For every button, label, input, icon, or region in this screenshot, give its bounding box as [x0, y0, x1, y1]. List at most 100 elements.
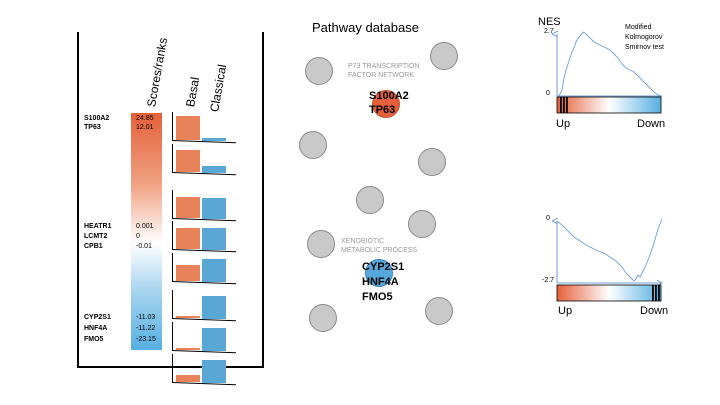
xeno-pathway-label-line1: XENOBIOTIC [341, 238, 385, 245]
expression-bar-row [171, 290, 236, 322]
expression-bar-row [171, 253, 236, 285]
bottom-enrichment-curve [556, 218, 663, 282]
gene-name-heatr1: HEATR1 [84, 223, 112, 230]
top-rank-gradient-bar [556, 96, 662, 114]
header-classical: Classical [207, 63, 230, 113]
expression-bar-row [171, 112, 236, 144]
pathway-node [425, 297, 453, 325]
xeno-pathway-label-line2: METABOLIC PROCESS [341, 247, 418, 254]
bar-row-y-axis [172, 253, 173, 281]
basal-bar [176, 375, 200, 382]
pathway-node [408, 210, 436, 238]
xeno-gene-hnf4a: HNF4A [362, 276, 399, 288]
gene-name-s100a2: S100A2 [84, 115, 110, 122]
gene-score-lcmt2: 0 [136, 233, 140, 240]
basal-bar [176, 228, 200, 249]
pathway-node [418, 148, 446, 176]
header-scores-ranks: Scores/ranks [144, 36, 171, 108]
expression-bar-row [171, 144, 236, 176]
pathway-title: Pathway database [312, 20, 419, 35]
left-panel-border-right [262, 32, 264, 368]
bar-row-y-axis [172, 354, 173, 382]
gene-score-cyp2s1: -11.03 [136, 314, 156, 321]
bar-row-y-axis [172, 112, 173, 140]
classical-bar [202, 296, 226, 319]
p73-gene-tp63: TP63 [369, 104, 396, 116]
gene-name-cyp2s1: CYP2S1 [84, 314, 111, 321]
ks-annotation-line3: Smirnov test [625, 44, 664, 51]
pathway-node [299, 131, 327, 159]
basal-bar [176, 150, 200, 172]
pathway-node [305, 57, 333, 85]
gene-name-hnf4a: HNF4A [84, 325, 108, 332]
expression-bar-row [171, 221, 236, 253]
classical-bar [202, 328, 226, 351]
basal-bar [176, 265, 200, 281]
classical-bar [202, 228, 226, 250]
expression-bar-row [171, 322, 236, 354]
basal-bar [176, 316, 200, 318]
bar-row-y-axis [172, 190, 173, 218]
basal-bar [176, 197, 200, 218]
bar-row-y-axis [172, 322, 173, 350]
gene-name-tp63: TP63 [84, 124, 101, 131]
top-enrichment-curve [558, 31, 663, 97]
top-hit-mark [560, 97, 562, 113]
gene-score-s100a2: 24.85 [136, 115, 154, 122]
bottom-enrichment-plot [550, 215, 670, 302]
gene-score-tp63: 12.01 [136, 124, 154, 131]
expression-bar-row [171, 190, 236, 222]
bar-row-y-axis [172, 290, 173, 318]
xeno-gene-fmo5: FMO5 [362, 291, 393, 303]
header-basal: Basal [183, 75, 203, 108]
classical-bar [202, 198, 226, 219]
nes-axis-label: NES [538, 16, 561, 28]
pathway-node [307, 230, 335, 258]
bar-row-y-axis [172, 144, 173, 172]
p73-gene-s100a2: S100A2 [369, 90, 409, 102]
bottom-up-label: Up [558, 305, 573, 317]
score-gradient-bar [131, 113, 162, 350]
pathway-node [430, 42, 458, 70]
left-panel-border-left [77, 32, 79, 368]
classical-bar [202, 166, 226, 173]
gene-score-fmo5: -23.15 [136, 336, 156, 343]
bottom-rank-gradient-bar [556, 284, 662, 302]
pathway-node [309, 304, 337, 332]
top-ymax-label: 2.7 [544, 28, 554, 35]
bottom-hit-mark [658, 285, 660, 301]
pathway-node [356, 186, 384, 214]
bottom-ymin-label: -2.7 [542, 277, 555, 284]
gene-score-heatr1: 0.001 [136, 223, 154, 230]
basal-bar [176, 348, 200, 350]
top-down-label: Down [637, 118, 666, 130]
p73-pathway-label-line1: P73 TRANSCRIPTION [348, 63, 420, 70]
basal-bar [176, 116, 200, 140]
top-yzero-label: 0 [546, 90, 550, 97]
classical-bar [202, 360, 226, 383]
p73-pathway-label-line2: FACTOR NETWORK [348, 72, 414, 79]
left-panel-border-bottom [77, 366, 264, 368]
bar-row-y-axis [172, 221, 173, 249]
classical-bar [202, 138, 226, 141]
bottom-hit-mark [652, 285, 654, 301]
top-enrichment-plot [550, 28, 663, 114]
bottom-hit-mark [655, 285, 657, 301]
top-hit-mark [563, 97, 565, 113]
gene-score-cpb1: -0.01 [136, 243, 152, 250]
ks-annotation-line2: Kolmogorov [625, 34, 663, 41]
top-hit-mark [566, 97, 568, 113]
pathway-node-p73 [372, 90, 400, 118]
pathway-node-xenobiotic [365, 259, 393, 287]
ks-annotation-line1: Modified [625, 24, 652, 31]
expression-bar-row [171, 354, 236, 386]
xeno-gene-cyp2s1: CYP2S1 [362, 261, 405, 273]
gene-name-lcmt2: LCMT2 [84, 233, 108, 240]
classical-bar [202, 259, 226, 282]
bottom-down-label: Down [640, 305, 669, 317]
gene-name-cpb1: CPB1 [84, 243, 103, 250]
gene-score-hnf4a: -11.22 [136, 325, 156, 332]
bottom-yzero-label: 0 [546, 215, 550, 222]
top-up-label: Up [556, 118, 571, 130]
gene-name-fmo5: FMO5 [84, 336, 104, 343]
